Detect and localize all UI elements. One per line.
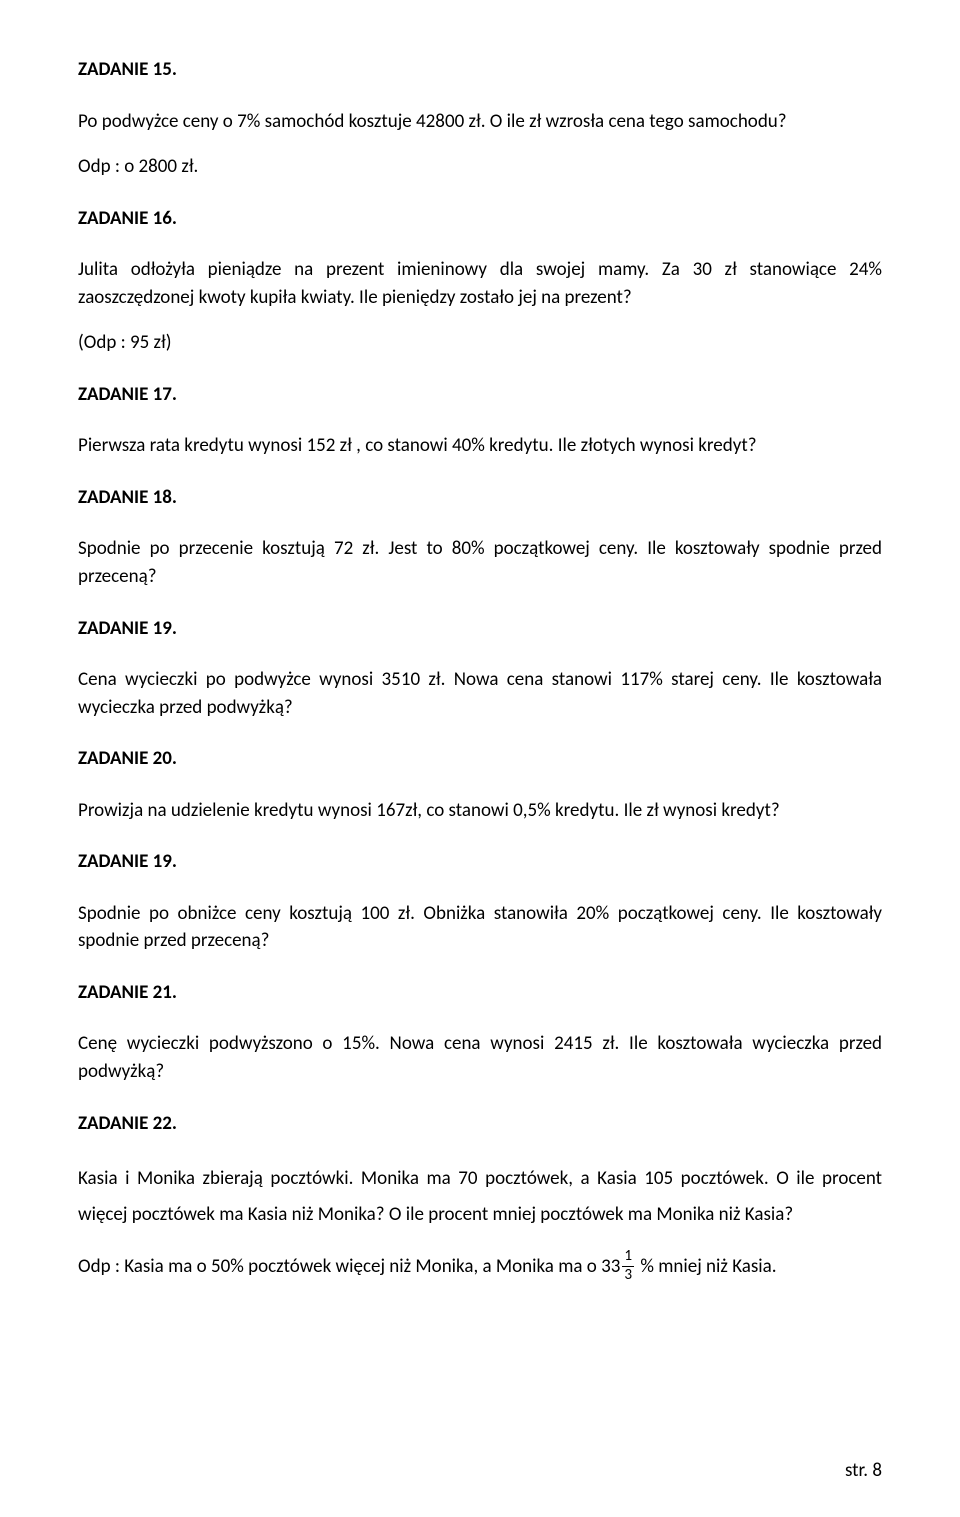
page-number: str. 8 bbox=[845, 1457, 882, 1485]
zadanie-16-heading: ZADANIE 16. bbox=[78, 205, 882, 233]
zadanie-16-text: Julita odłożyła pieniądze na prezent imi… bbox=[78, 256, 882, 311]
fraction-one-third: 13 bbox=[622, 1249, 634, 1282]
zadanie-15-text: Po podwyżce ceny o 7% samochód kosztuje … bbox=[78, 108, 882, 136]
zadanie-19-heading: ZADANIE 19. bbox=[78, 615, 882, 643]
zadanie-15-answer: Odp : o 2800 zł. bbox=[78, 153, 882, 181]
zadanie-20-text: Prowizja na udzielenie kredytu wynosi 16… bbox=[78, 797, 882, 825]
zadanie-17-heading: ZADANIE 17. bbox=[78, 381, 882, 409]
zadanie-19-text: Cena wycieczki po podwyżce wynosi 3510 z… bbox=[78, 666, 882, 721]
fraction-denominator: 3 bbox=[622, 1267, 634, 1283]
zadanie-18-heading: ZADANIE 18. bbox=[78, 484, 882, 512]
zadanie-17-text: Pierwsza rata kredytu wynosi 152 zł , co… bbox=[78, 432, 882, 460]
zadanie-15-heading: ZADANIE 15. bbox=[78, 56, 882, 84]
fraction-numerator: 1 bbox=[622, 1249, 634, 1266]
zadanie-20-heading: ZADANIE 20. bbox=[78, 745, 882, 773]
zadanie-21-text: Cenę wycieczki podwyższono o 15%. Nowa c… bbox=[78, 1030, 882, 1085]
answer-post: % mniej niż Kasia. bbox=[636, 1256, 776, 1279]
zadanie-19b-text: Spodnie po obniżce ceny kosztują 100 zł.… bbox=[78, 900, 882, 955]
zadanie-22-answer: Odp : Kasia ma o 50% pocztówek więcej ni… bbox=[78, 1251, 882, 1284]
zadanie-19b-heading: ZADANIE 19. bbox=[78, 848, 882, 876]
zadanie-22-text: Kasia i Monika zbierają pocztówki. Monik… bbox=[78, 1161, 882, 1233]
zadanie-21-heading: ZADANIE 21. bbox=[78, 979, 882, 1007]
answer-pre: Odp : Kasia ma o 50% pocztówek więcej ni… bbox=[78, 1256, 620, 1279]
zadanie-22-heading: ZADANIE 22. bbox=[78, 1110, 882, 1138]
zadanie-16-answer: (Odp : 95 zł) bbox=[78, 329, 882, 357]
zadanie-18-text: Spodnie po przecenie kosztują 72 zł. Jes… bbox=[78, 535, 882, 590]
